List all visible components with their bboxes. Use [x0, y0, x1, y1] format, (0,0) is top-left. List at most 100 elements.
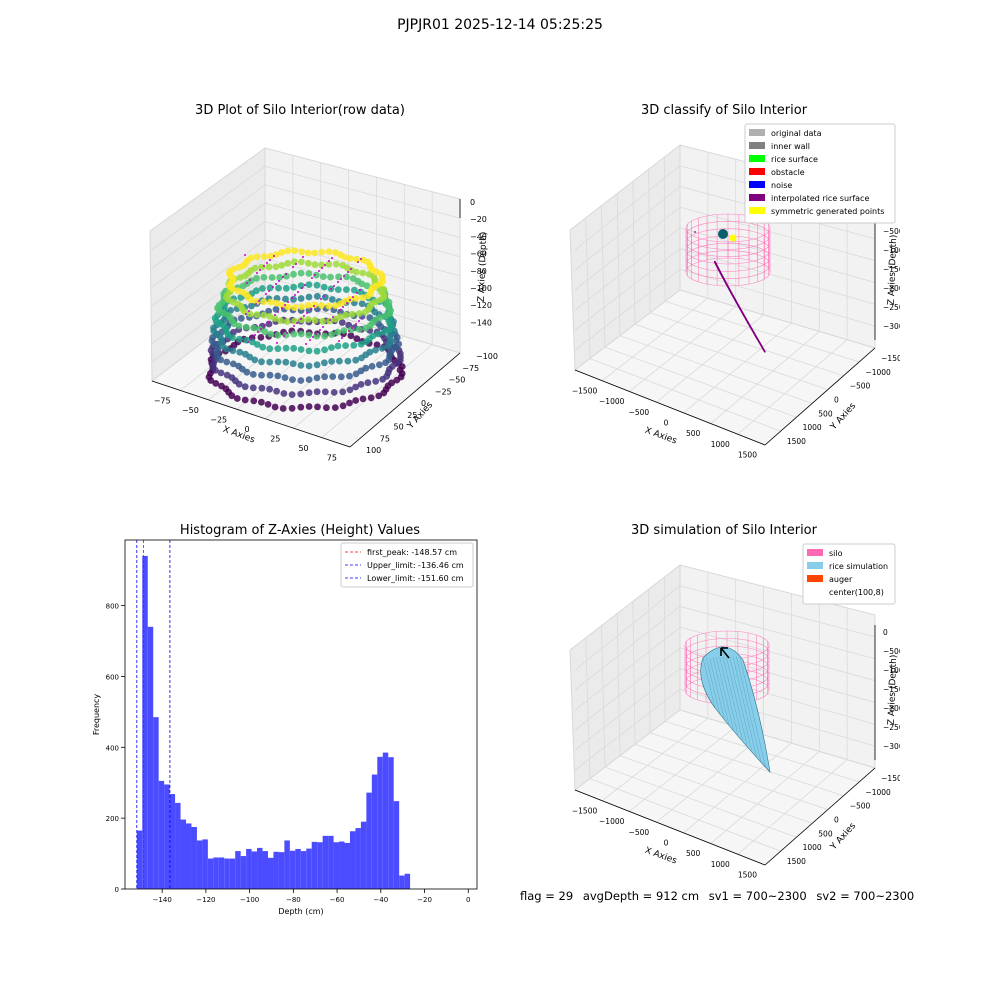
- classify-z-tick-label: −2500: [883, 303, 900, 312]
- raw-point: [273, 387, 280, 395]
- raw-point: [321, 293, 329, 301]
- classify-z-tick-label: −1500: [883, 265, 900, 274]
- raw-point: [331, 404, 339, 411]
- sim-x-axis-label: X Axies: [643, 846, 678, 867]
- classify-interp-point: [721, 275, 723, 277]
- raw-point: [279, 405, 287, 412]
- raw-point: [264, 401, 272, 408]
- raw-point: [334, 328, 342, 336]
- hist-bar: [240, 856, 247, 889]
- raw-point: [290, 270, 297, 278]
- raw-interior-point: [305, 343, 307, 345]
- classify-x-tick-label: 1500: [738, 451, 757, 460]
- hist-bar: [317, 842, 323, 889]
- raw-interior-point: [265, 293, 267, 295]
- classify-interp-point: [719, 272, 722, 275]
- raw-point: [250, 324, 257, 332]
- raw-point: [344, 357, 352, 365]
- hist-bar: [295, 848, 301, 889]
- classify-scatter-chart: −1500−1000−500050010001500−1500−1000−500…: [569, 123, 900, 460]
- raw-point: [251, 264, 259, 272]
- raw-point: [352, 356, 360, 364]
- classify-x-tick-label: −1000: [599, 397, 625, 406]
- raw-point: [242, 323, 250, 331]
- raw-interior-point: [330, 288, 332, 290]
- hist-bar: [377, 756, 383, 889]
- classify-original-cluster: [718, 229, 728, 239]
- raw-z-tick-label: −80: [470, 267, 487, 276]
- raw-z-tick-label: −120: [470, 301, 492, 310]
- raw-point: [243, 336, 250, 344]
- sim-z-axis-label: Z Axies (Depth): [887, 655, 899, 726]
- sim-z-tick-label: 0: [883, 628, 888, 637]
- classify-y-tick-label: −1500: [881, 354, 900, 363]
- raw-point: [379, 375, 386, 383]
- raw-interior-point: [322, 326, 324, 328]
- raw-point: [282, 358, 290, 366]
- classify-interp-point: [732, 295, 735, 298]
- raw-point: [298, 303, 305, 311]
- hist-bar: [366, 792, 372, 889]
- raw-y-tick-label: −50: [449, 376, 466, 385]
- raw-point: [330, 389, 338, 396]
- hist-bar: [207, 858, 214, 889]
- raw-point: [342, 311, 350, 319]
- raw-interior-point: [358, 320, 360, 322]
- raw-point: [305, 259, 312, 267]
- raw-interior-point: [343, 275, 345, 277]
- raw-point: [329, 373, 337, 380]
- raw-interior-point: [259, 269, 261, 271]
- raw-point: [364, 379, 372, 387]
- sim-surface-mesh: [702, 656, 766, 767]
- hist-bar: [267, 857, 274, 889]
- raw-point: [265, 263, 273, 271]
- classify-interp-point: [750, 328, 753, 330]
- hist-x-tick-label: −80: [286, 896, 301, 904]
- raw-interior-point: [338, 340, 340, 342]
- classify-z-axis-label: Z Axies (Depth): [887, 235, 899, 306]
- classify-interp-point: [727, 286, 730, 289]
- hist-legend-label: Upper_limit: -136.46 cm: [367, 561, 464, 570]
- raw-point: [380, 389, 388, 397]
- sim-z-tick-label: −2500: [883, 723, 900, 732]
- raw-point: [325, 248, 333, 255]
- raw-point: [260, 253, 268, 260]
- raw-point: [343, 286, 350, 293]
- hist-bar: [355, 828, 361, 889]
- raw-point: [297, 269, 305, 277]
- raw-point: [297, 346, 305, 353]
- status-footer: flag = 29 avgDepth = 912 cm sv1 = 700~23…: [520, 889, 920, 903]
- hist-y-tick-label: 800: [106, 603, 119, 611]
- raw-point: [274, 372, 282, 380]
- raw-interior-point: [349, 299, 351, 301]
- raw-point: [328, 358, 335, 365]
- raw-axes: [151, 199, 461, 448]
- raw-point: [265, 307, 272, 315]
- raw-interior-point: [281, 307, 283, 309]
- hist-bar: [169, 794, 176, 889]
- raw-interior-point: [258, 300, 260, 302]
- hist-y-tick-label: 600: [106, 673, 119, 681]
- raw-point: [305, 270, 313, 277]
- hist-frame: [124, 539, 478, 890]
- hist-bar: [300, 851, 307, 889]
- hist-bar: [311, 841, 318, 889]
- classify-y-tick-label: 0: [834, 396, 839, 405]
- raw-point: [346, 255, 354, 262]
- sim-z-tick-label: −1000: [883, 666, 900, 675]
- sim-x-tick-label: 0: [664, 839, 669, 848]
- classify-z-tick-label: −1000: [883, 246, 900, 255]
- raw-point: [297, 377, 305, 384]
- hist-y-tick-label: 400: [106, 744, 119, 752]
- raw-x-tick-label: −25: [210, 416, 227, 425]
- classify-interp-point: [753, 331, 755, 334]
- raw-interior-point: [283, 335, 285, 337]
- raw-point: [332, 260, 340, 268]
- raw-y-tick-label: 75: [380, 434, 390, 443]
- raw-point: [229, 360, 237, 368]
- raw-point: [311, 249, 319, 257]
- raw-interior-point: [264, 324, 266, 326]
- raw-point: [318, 248, 326, 256]
- classify-legend-label: inner wall: [771, 142, 810, 151]
- raw-point: [283, 272, 290, 280]
